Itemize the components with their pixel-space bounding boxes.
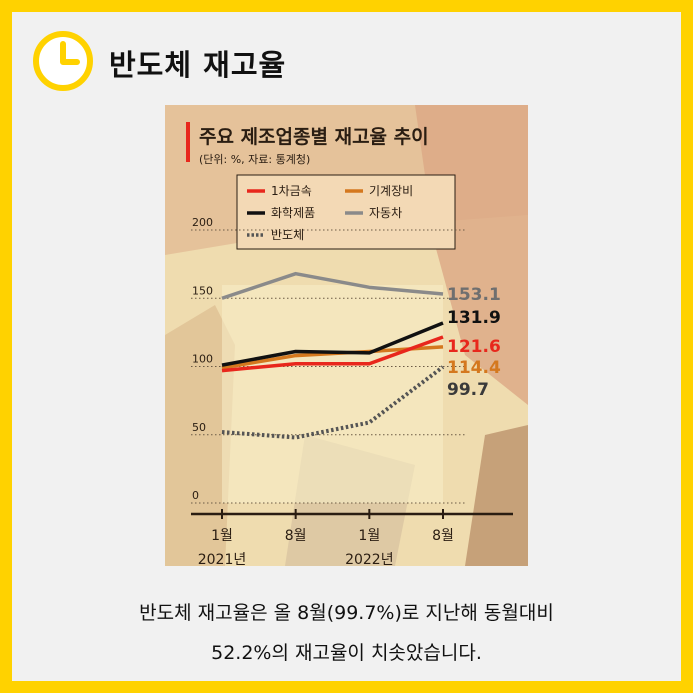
bg-corner-block [465,425,528,566]
chart-svg: 주요 제조업종별 재고율 추이 (단위: %, 자료: 통계청) 1차금속 기계장… [165,105,528,566]
caption-line-1: 반도체 재고율은 올 8월(99.7%)로 지난해 동월대비 [139,602,554,624]
series-group [221,271,445,440]
legend-label: 자동차 [369,206,402,220]
plot-highlight [222,285,443,503]
chart-title: 주요 제조업종별 재고율 추이 [199,126,429,148]
chart-subtitle: (단위: %, 자료: 통계청) [199,153,310,166]
title-bar [186,122,190,162]
legend-label: 화학제품 [271,206,315,220]
series-line-1 [221,335,444,373]
x-tick-label: 8월 [432,528,454,544]
y-tick-label: 0 [192,489,199,502]
x-tick-label: 1월 [211,528,233,544]
x-tick-label: 1월 [358,528,380,544]
series-line-5 [221,365,445,440]
series-line-4 [221,271,444,300]
legend-label: 1차금속 [271,184,312,198]
bg-left-block [165,305,235,566]
grid: 0 50 100 150 200 1월 8월 1월 8월 2021년 2022년 [191,216,513,566]
y-tick-label: 100 [192,353,213,366]
legend-label: 반도체 [271,228,304,242]
card: 반도체 재고율 주요 제조업종별 재고율 추이 (단위: %, 자료: 통계청)… [12,12,681,681]
y-tick-label: 200 [192,216,213,229]
clock-icon [33,31,93,91]
caption-line-2: 52.2%의 재고율이 치솟았습니다. [211,642,482,664]
end-label: 153.1 [447,285,501,305]
y-tick-label: 50 [192,421,206,434]
series-line-3 [221,321,444,367]
y-tick-label: 150 [192,284,213,297]
end-label: 114.4 [447,358,501,378]
x-year-label: 2021년 [198,552,247,566]
x-year-label: 2022년 [345,552,394,566]
legend-label: 기계장비 [369,184,413,198]
end-label: 131.9 [447,308,501,328]
end-label: 99.7 [447,380,489,400]
end-label: 121.6 [447,337,501,357]
x-tick-label: 8월 [285,528,307,544]
page-title: 반도체 재고율 [109,48,287,82]
chart: 주요 제조업종별 재고율 추이 (단위: %, 자료: 통계청) 1차금속 기계장… [165,105,528,566]
